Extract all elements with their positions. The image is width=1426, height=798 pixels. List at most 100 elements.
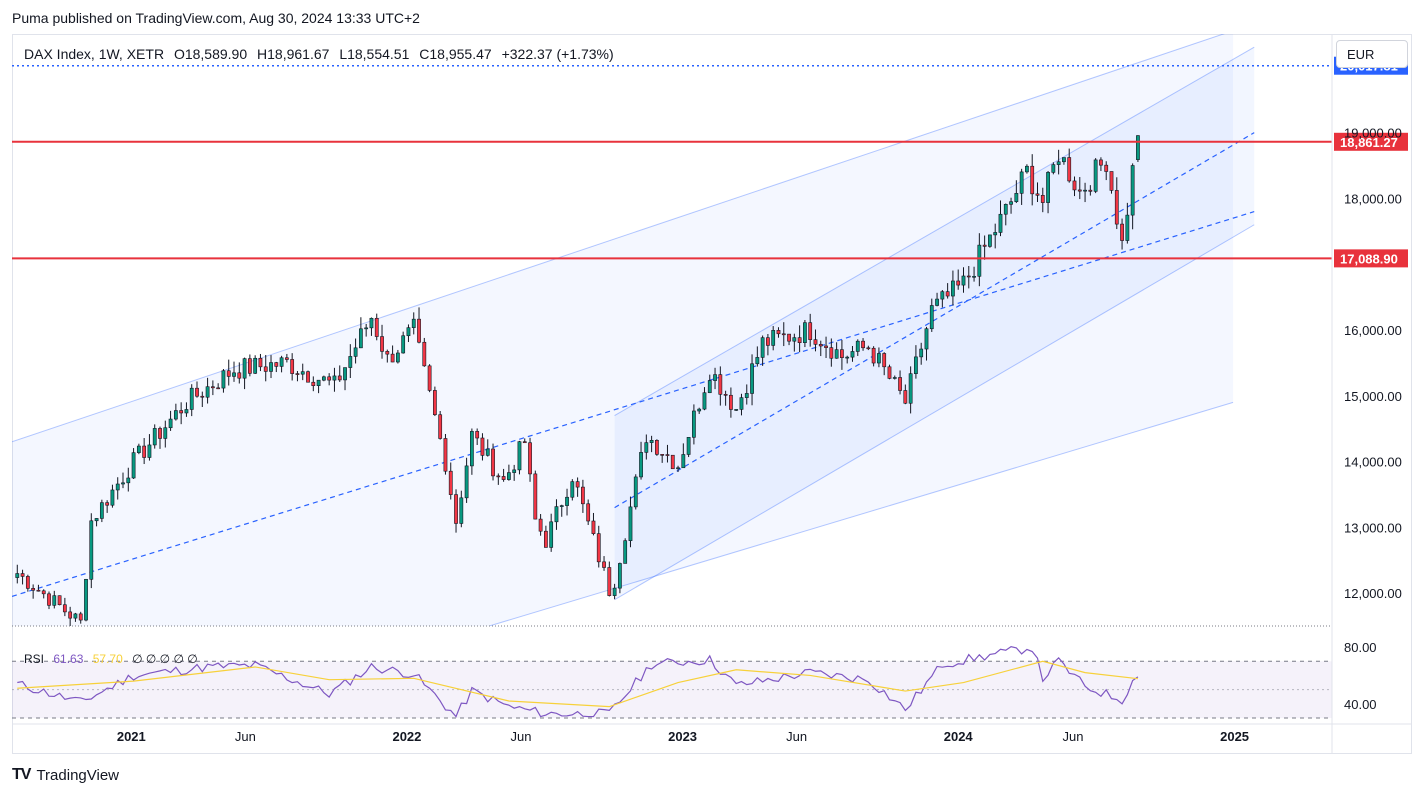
- candle-body: [20, 573, 25, 577]
- candle-body: [284, 357, 289, 360]
- candle-body: [25, 576, 30, 589]
- publish-header: Puma published on TradingView.com, Aug 3…: [12, 10, 420, 26]
- candle-body: [533, 473, 538, 520]
- candle-body: [522, 441, 527, 444]
- candle-body: [834, 349, 839, 359]
- change-value: +322.37 (+1.73%): [501, 46, 614, 62]
- price-label-tag: [1334, 249, 1408, 268]
- candle-body: [306, 371, 310, 383]
- channel-fill: [12, 34, 1234, 626]
- candle-body: [158, 428, 162, 439]
- candle-body: [607, 567, 612, 596]
- candle-body: [914, 356, 918, 374]
- candle-body: [644, 442, 649, 453]
- candle-body: [279, 357, 284, 367]
- channel-upper-line: [12, 34, 1225, 443]
- candle-body: [850, 351, 855, 358]
- candle-body: [787, 333, 791, 342]
- candle-body: [1130, 165, 1135, 216]
- candle-body: [686, 437, 691, 455]
- candle-body: [78, 613, 83, 621]
- candle-body: [1136, 135, 1140, 160]
- candle-body: [1120, 223, 1124, 241]
- candle-body: [877, 353, 881, 364]
- candle-body: [337, 375, 342, 381]
- currency-button[interactable]: EUR: [1336, 40, 1408, 68]
- candle-body: [892, 377, 897, 379]
- candle-body: [1067, 157, 1072, 182]
- candle-body: [1077, 189, 1082, 192]
- candle-body: [681, 454, 686, 469]
- rsi-line: [17, 645, 1139, 718]
- candle-body: [935, 298, 939, 306]
- x-tick-label: Jun: [510, 729, 531, 744]
- x-tick-label: Jun: [1062, 729, 1083, 744]
- candle-body: [62, 604, 67, 613]
- candle-body: [623, 540, 628, 564]
- candle-body: [750, 363, 754, 394]
- candle-body: [570, 481, 575, 498]
- candle-body: [1109, 171, 1114, 191]
- candle-body: [332, 375, 337, 381]
- candle-body: [327, 376, 332, 381]
- candle-body: [565, 496, 569, 506]
- candle-body: [353, 347, 358, 357]
- candle-body: [1104, 164, 1109, 172]
- y-tick-label: 15,000.00: [1344, 389, 1402, 404]
- candle-body: [1072, 180, 1077, 191]
- candle-body: [237, 372, 242, 379]
- candle-body: [972, 275, 976, 278]
- candle-body: [115, 483, 120, 491]
- candle-body: [369, 317, 374, 329]
- candle-body: [1125, 214, 1130, 241]
- candle-body: [1093, 159, 1098, 192]
- y-tick-label: 18,000.00: [1344, 191, 1402, 206]
- candle-body: [982, 244, 987, 247]
- symbol-label: DAX Index, 1W, XETR: [24, 46, 165, 62]
- candle-body: [121, 482, 125, 485]
- candle-body: [152, 428, 157, 446]
- candle-body: [929, 305, 934, 330]
- candle-body: [105, 502, 110, 506]
- candle-body: [36, 589, 41, 592]
- y-tick-label: 12,000.00: [1344, 586, 1402, 601]
- candle-body: [554, 506, 559, 523]
- price-label-tag: [1334, 132, 1408, 151]
- candle-body: [205, 386, 210, 398]
- candle-body: [924, 328, 929, 350]
- candle-body: [988, 234, 992, 247]
- candle-body: [887, 366, 892, 379]
- candle-body: [168, 418, 173, 429]
- candle-body: [195, 387, 199, 397]
- candle-body: [591, 520, 596, 534]
- candle-body: [57, 595, 62, 606]
- candle-body: [945, 291, 950, 297]
- candle-body: [528, 442, 532, 475]
- candle-body: [512, 469, 517, 473]
- candle-body: [348, 356, 353, 368]
- candle-body: [438, 414, 443, 439]
- candle-body: [142, 445, 147, 458]
- candle-body: [692, 410, 696, 438]
- candle-body: [1009, 201, 1013, 205]
- candle-body: [618, 563, 622, 589]
- rsi-ma-line: [17, 660, 1138, 708]
- candle-body: [31, 588, 36, 591]
- candle-body: [321, 376, 326, 381]
- rsi-y-tick-label: 40.00: [1344, 697, 1377, 712]
- candle-body: [480, 437, 485, 456]
- x-tick-label: 2025: [1220, 729, 1249, 744]
- rsi-ma-value: 57.70: [92, 652, 123, 666]
- candle-body: [179, 410, 184, 414]
- candle-body: [295, 373, 300, 375]
- candle-body: [559, 505, 564, 507]
- candle-body: [401, 335, 406, 354]
- candle-body: [417, 318, 421, 343]
- candle-body: [147, 444, 152, 458]
- rsi-label: RSI: [24, 652, 45, 666]
- candle-body: [882, 353, 887, 368]
- chart-frame: [12, 34, 1412, 754]
- candle-body: [781, 333, 786, 336]
- price-plot: [12, 34, 1255, 626]
